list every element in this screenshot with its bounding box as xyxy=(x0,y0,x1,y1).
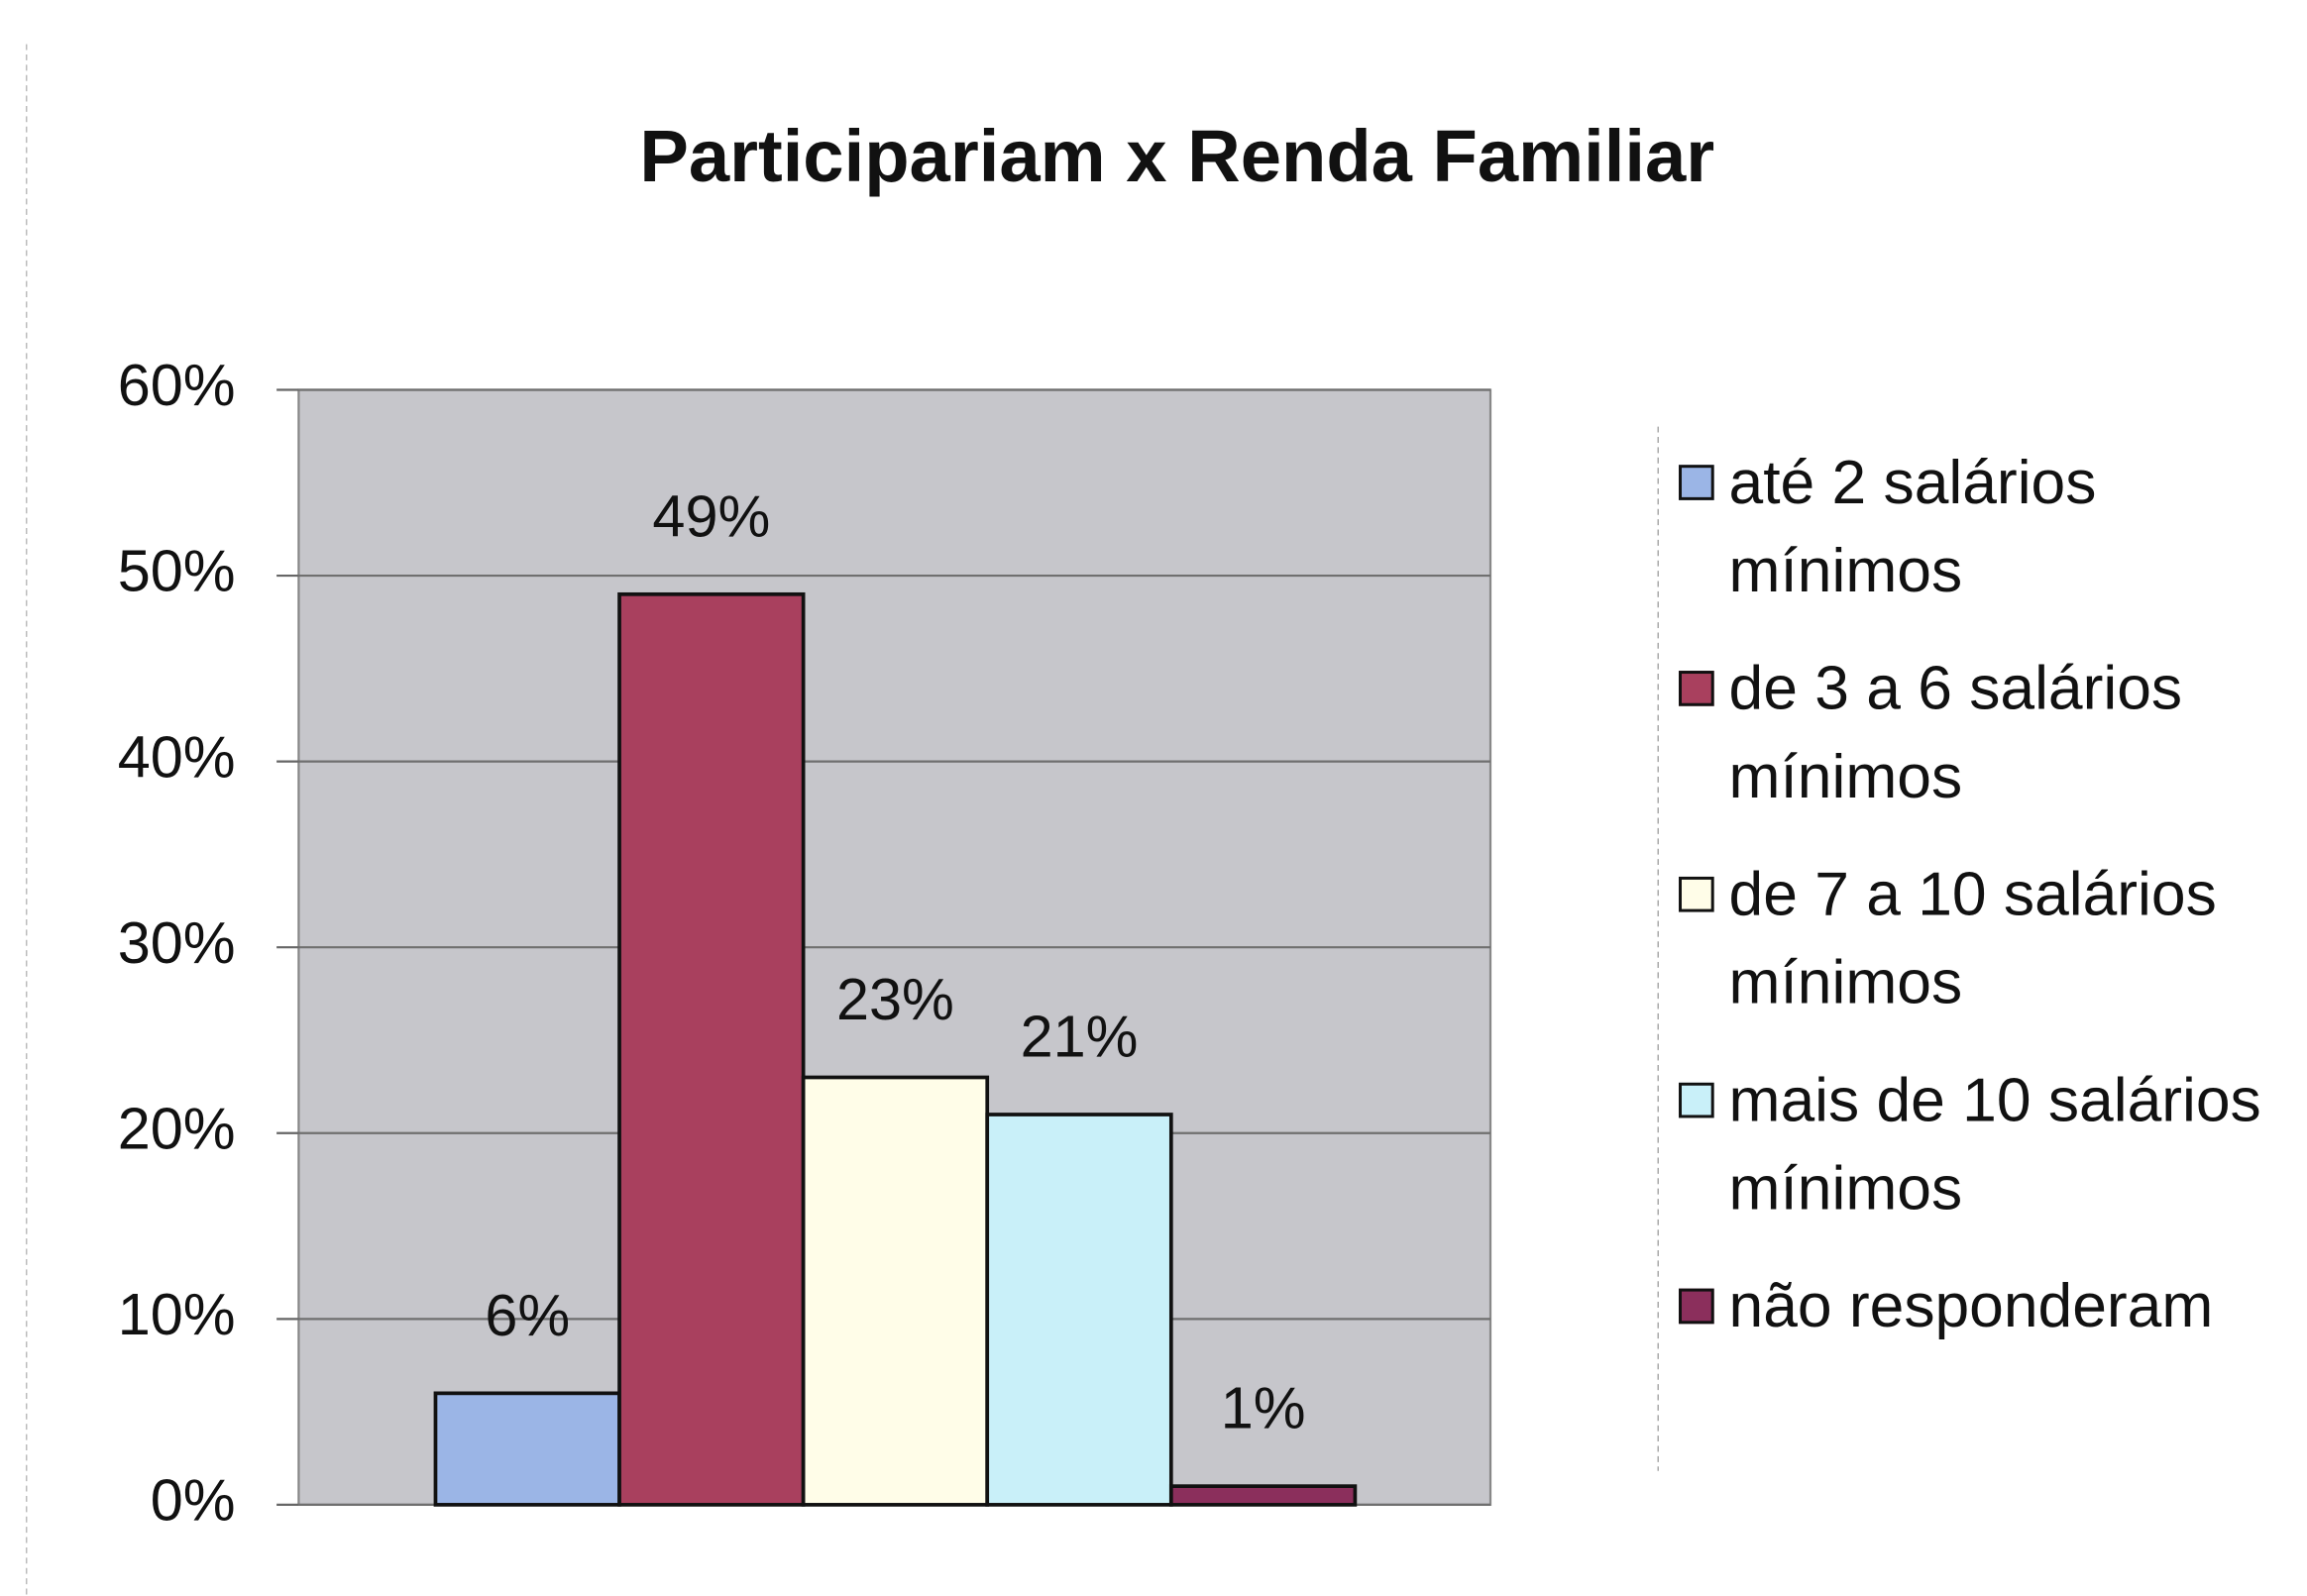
legend-label: de 3 a 6 salários mínimos xyxy=(1728,653,2183,811)
y-tick-label: 0% xyxy=(151,1467,236,1534)
legend-label: de 7 a 10 salários mínimos xyxy=(1728,859,2217,1016)
bar xyxy=(617,591,806,1507)
bar xyxy=(985,1113,1173,1507)
y-tick-label: 10% xyxy=(118,1281,236,1347)
legend-swatch xyxy=(1679,876,1714,912)
bar xyxy=(1168,1484,1358,1507)
data-label: 1% xyxy=(1221,1375,1306,1441)
legend-swatch xyxy=(1679,1082,1714,1118)
y-tick-label: 30% xyxy=(118,909,236,976)
bar xyxy=(433,1391,621,1507)
y-tick-label: 40% xyxy=(118,723,236,790)
y-tick-label: 50% xyxy=(118,538,236,604)
legend-swatch xyxy=(1679,465,1714,500)
legend-label: não responderam xyxy=(1728,1270,2214,1340)
legend-item: até 2 salários mínimos xyxy=(1670,438,2307,614)
bar xyxy=(801,1075,990,1507)
legend-label: mais de 10 salários mínimos xyxy=(1728,1064,2261,1223)
legend-item: mais de 10 salários mínimos xyxy=(1670,1056,2307,1232)
legend-swatch xyxy=(1679,671,1714,706)
data-label: 23% xyxy=(836,966,954,1032)
legend-label: até 2 salários mínimos xyxy=(1728,447,2097,605)
chart-title: Participariam x Renda Familiar xyxy=(639,115,1714,197)
data-label: 6% xyxy=(485,1282,570,1348)
legend-item: de 7 a 10 salários mínimos xyxy=(1670,850,2307,1026)
y-tick-label: 60% xyxy=(118,352,236,418)
legend: até 2 salários mínimos de 3 a 6 salários … xyxy=(1670,438,2307,1350)
legend-box: até 2 salários mínimos de 3 a 6 salários … xyxy=(1670,438,2307,1350)
y-tick-label: 20% xyxy=(118,1095,236,1161)
data-label: 49% xyxy=(652,482,770,549)
legend-item: de 3 a 6 salários mínimos xyxy=(1670,644,2307,820)
legend-swatch xyxy=(1679,1288,1714,1325)
data-label: 21% xyxy=(1021,1003,1139,1069)
legend-item: não responderam xyxy=(1670,1262,2307,1350)
